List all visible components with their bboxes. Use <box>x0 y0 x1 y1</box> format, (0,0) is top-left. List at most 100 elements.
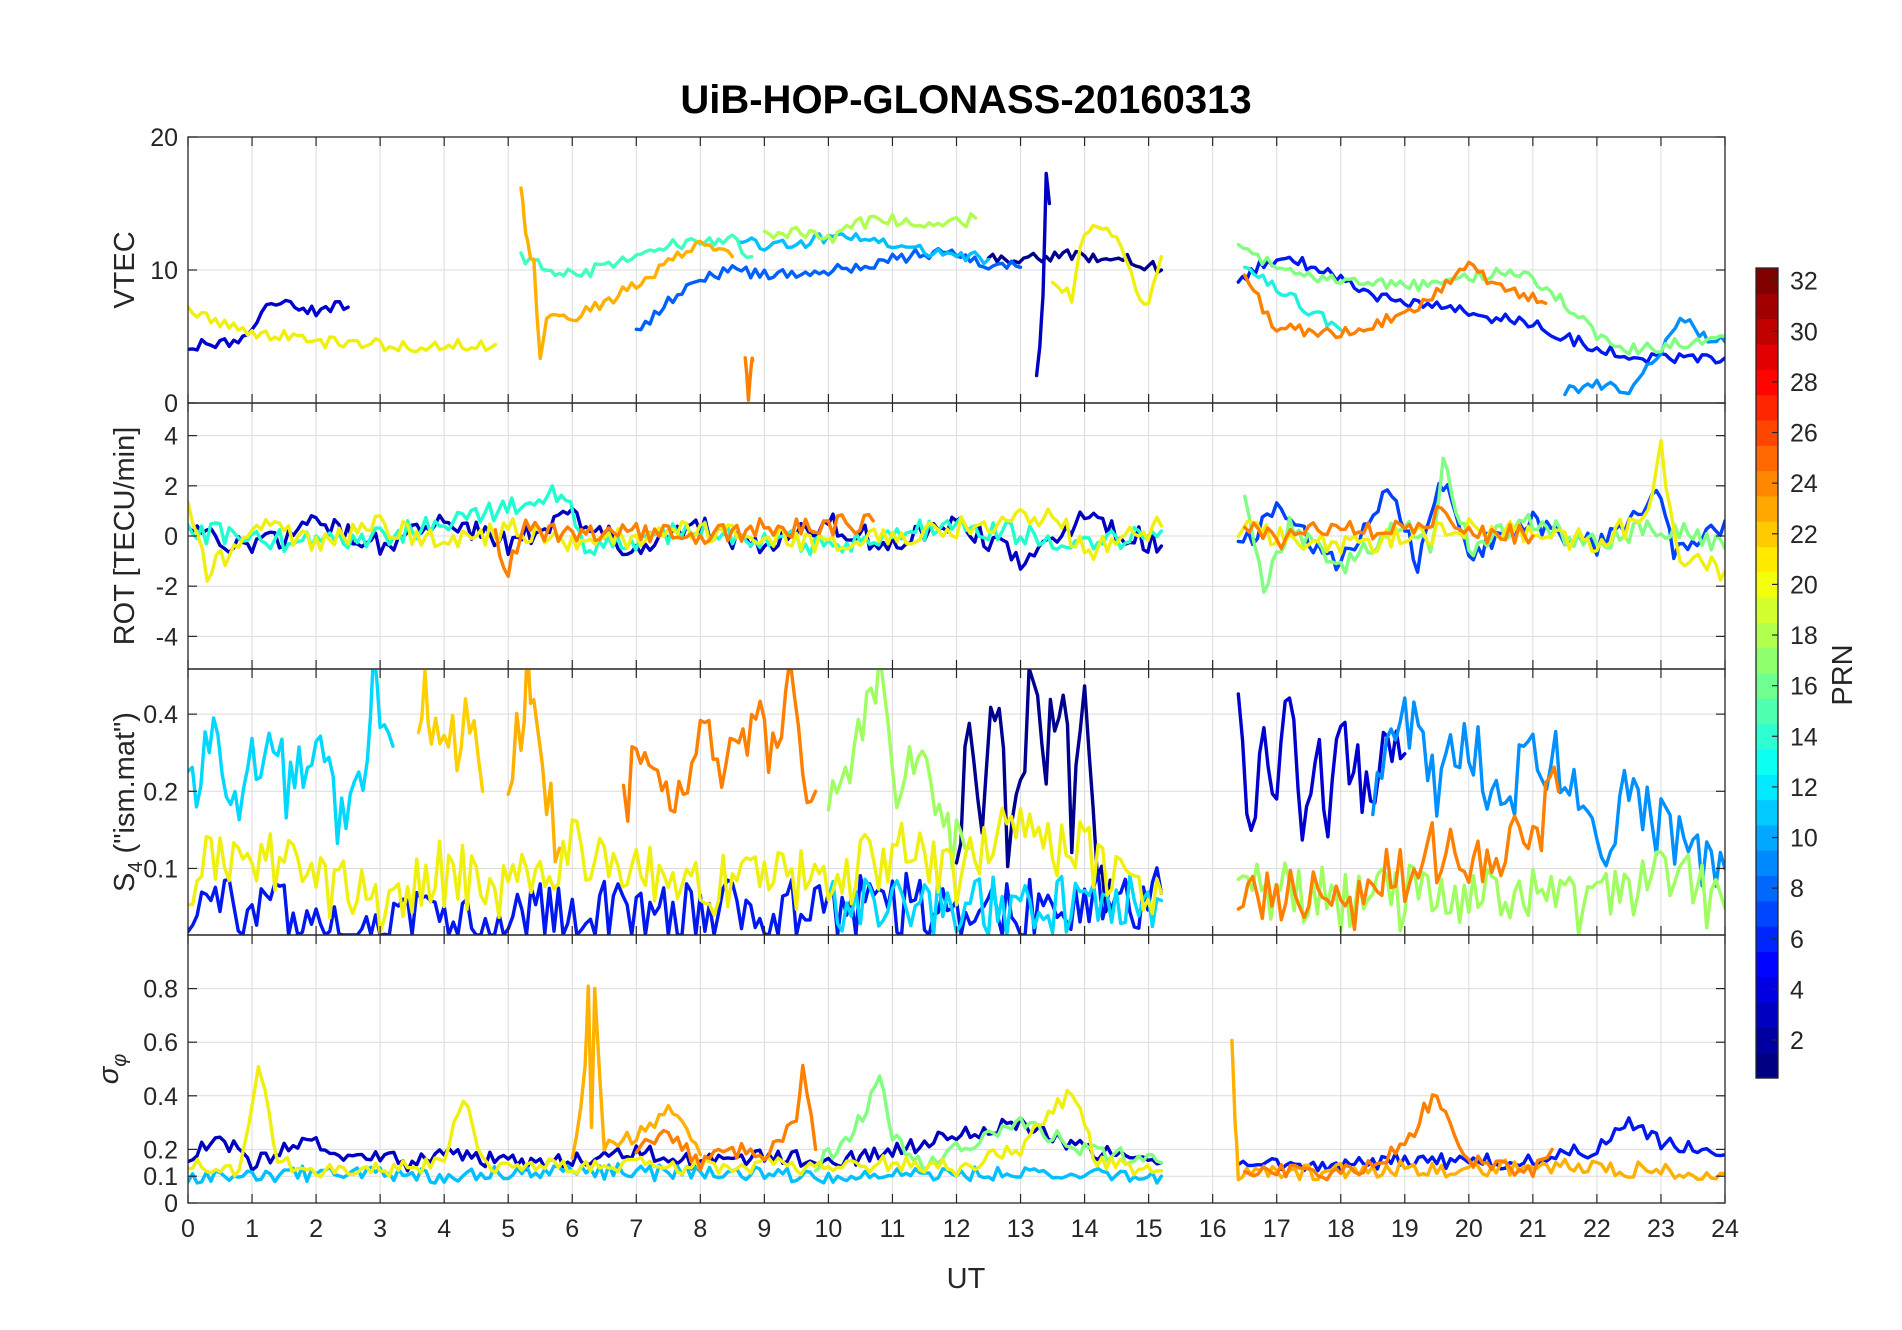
colorbar-cell <box>1756 419 1778 446</box>
series-prn-20 <box>188 806 1164 934</box>
colorbar-tick-label: 8 <box>1790 875 1804 903</box>
series-prn-3 <box>188 298 350 352</box>
colorbar-cell <box>1756 369 1778 396</box>
x-tick-label: 5 <box>501 1215 515 1243</box>
x-tick-label: 0 <box>181 1215 195 1243</box>
y-tick-label: 0 <box>164 1190 178 1218</box>
x-tick-label: 1 <box>245 1215 259 1243</box>
series-prn-8 <box>1563 316 1725 397</box>
series-prn-17 <box>826 669 971 870</box>
colorbar-cell <box>1756 647 1778 674</box>
y-axis-label-main: S <box>109 873 141 892</box>
y-tick-label: 0.4 <box>143 1083 178 1111</box>
panel-sigma_phi: 00.10.20.40.60.80 1 2 3 4 5 6 7 8 9 10 11 12 13 14 15 16… <box>93 934 1739 1243</box>
colorbar-cell <box>1756 673 1778 699</box>
colorbar-cell <box>1756 597 1778 623</box>
series-prn-12 <box>1242 265 1343 332</box>
series-prn-2 <box>188 1116 1164 1173</box>
series-prn-20 <box>188 305 498 354</box>
series-prn-2 <box>1034 171 1052 378</box>
y-tick-label: 10 <box>150 257 178 285</box>
colorbar-tick-label: 18 <box>1790 622 1818 650</box>
series-prn-4 <box>188 866 1164 935</box>
y-tick-label: 0.2 <box>143 778 178 806</box>
series-prn-17 <box>1236 850 1725 935</box>
colorbar-tick-label: 12 <box>1790 774 1818 802</box>
colorbar-cell <box>1756 546 1778 573</box>
y-tick-label: 0.2 <box>143 1136 178 1164</box>
series-prn-11 <box>188 669 395 846</box>
panel-VTEC: 0 10 20 VTEC <box>109 124 1726 418</box>
colorbar-cell <box>1756 799 1778 826</box>
colorbar-cell <box>1756 1002 1778 1028</box>
figure-title: UiB-HOP-GLONASS-20160313 <box>680 78 1251 122</box>
y-tick-label: -2 <box>156 573 178 601</box>
x-axis-label: UT <box>947 1263 986 1295</box>
x-tick-label: 9 <box>757 1215 771 1243</box>
series-prn-24 <box>634 1063 818 1172</box>
x-tick-label: 8 <box>693 1215 707 1243</box>
series-prn-16 <box>1242 456 1725 594</box>
traces <box>188 171 1725 402</box>
y-axis-label-sub: φ <box>109 1054 131 1067</box>
series-prn-24 <box>1236 765 1561 932</box>
series-prn-20 <box>1050 223 1164 306</box>
y-tick-label: 0 <box>164 390 178 418</box>
series-prn-1 <box>986 248 1164 275</box>
colorbar-tick-label: 26 <box>1790 420 1818 448</box>
y-axis-label: VTEC <box>109 231 141 308</box>
series-prn-3 <box>1236 692 1407 842</box>
x-tick-label: 13 <box>1007 1215 1035 1243</box>
series-prn-22 <box>570 984 702 1161</box>
series-prn-10 <box>737 232 991 266</box>
series-prn-24 <box>493 512 875 578</box>
y-tick-label: 0.1 <box>143 1163 178 1191</box>
colorbar-tick-label: 32 <box>1790 268 1818 296</box>
colorbar-cell <box>1756 343 1778 370</box>
y-tick-label: 20 <box>150 124 178 152</box>
x-tick-label: 24 <box>1711 1215 1739 1243</box>
colorbar-cell <box>1756 824 1778 851</box>
series-prn-24 <box>1242 504 1535 551</box>
x-tick-label: 3 <box>373 1215 387 1243</box>
y-axis-label-rest: ("ism.mat") <box>109 712 141 861</box>
colorbar-cell <box>1756 470 1778 497</box>
series-prn-18 <box>762 211 978 244</box>
x-tick-label: 16 <box>1199 1215 1227 1243</box>
x-tick-label: 19 <box>1391 1215 1419 1243</box>
colorbar-frame <box>1755 267 1779 1079</box>
colorbar-cell <box>1756 748 1778 775</box>
colorbar-cell <box>1756 495 1778 522</box>
colorbar-label: PRN <box>1827 644 1859 705</box>
x-tick-label: 22 <box>1583 1215 1611 1243</box>
y-axis-label-sub: 4 <box>125 862 147 873</box>
x-tick-label: 21 <box>1519 1215 1547 1243</box>
series-prn-20 <box>188 1064 1164 1179</box>
y-tick-label: 0.6 <box>143 1029 178 1057</box>
panel-ROT: -4 -2 0 2 4 ROT [TECU/min] <box>109 402 1726 670</box>
x-tick-label: 14 <box>1071 1215 1099 1243</box>
colorbar-cell <box>1756 293 1778 320</box>
colorbar-cell <box>1756 268 1778 294</box>
colorbar-cell <box>1756 318 1778 345</box>
series-prn-22 <box>519 186 735 361</box>
colorbar-cell <box>1756 394 1778 421</box>
x-tick-label: 11 <box>879 1215 905 1243</box>
x-tick-label: 7 <box>629 1215 643 1243</box>
colorbar-tick-label: 20 <box>1790 571 1818 599</box>
traces <box>188 438 1725 594</box>
colorbar-tick-label: 22 <box>1790 521 1818 549</box>
x-tick-label: 18 <box>1327 1215 1355 1243</box>
x-tick-label: 2 <box>309 1215 323 1243</box>
series-prn-24 <box>621 669 818 823</box>
tick-marks <box>187 136 1726 404</box>
y-axis-label: S4 ("ism.mat") <box>109 712 147 892</box>
colorbar-tick-label: 28 <box>1790 369 1818 397</box>
colorbar-cell <box>1756 723 1778 750</box>
colorbar-tick-label: 16 <box>1790 673 1818 701</box>
series-prn-16 <box>1236 242 1725 356</box>
x-tick-label: 6 <box>565 1215 579 1243</box>
y-axis-label-main: σ <box>93 1065 125 1084</box>
